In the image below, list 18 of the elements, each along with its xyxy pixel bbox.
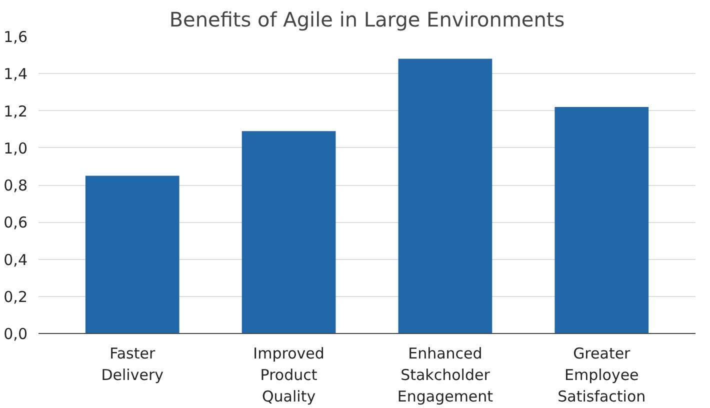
bar — [85, 176, 180, 334]
y-tick-label: 1,2 — [4, 102, 28, 120]
x-tick-label: Improved Product Quality — [253, 344, 324, 406]
y-tick-label: 0,0 — [4, 325, 28, 343]
chart-title: Benefits of Agile in Large Environments — [169, 8, 565, 32]
y-tick-label: 0,8 — [4, 176, 28, 194]
y-tick-label: 1,0 — [4, 139, 28, 158]
y-tick-label: 1,4 — [4, 65, 28, 84]
bar — [242, 131, 336, 334]
bar — [554, 107, 649, 334]
x-tick-label: Faster Delivery — [101, 344, 164, 384]
x-tick-label: Greater Employee Satisfaction — [558, 344, 646, 406]
y-tick-label: 0,6 — [4, 214, 28, 232]
y-tick-label: 1,6 — [4, 28, 28, 46]
x-tick-label: Enhanced Stakcholder Engagement — [397, 344, 494, 406]
y-tick-label: 0,2 — [4, 288, 28, 306]
bar — [398, 58, 492, 334]
y-tick-label: 0,4 — [4, 250, 28, 269]
